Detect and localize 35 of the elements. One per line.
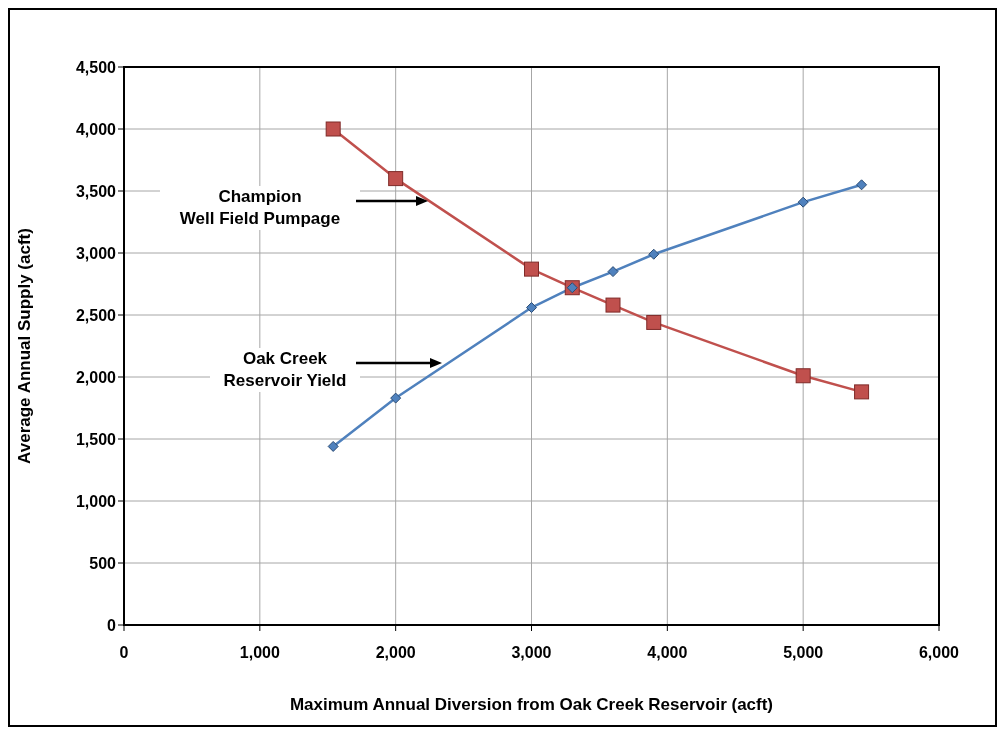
y-tick-label: 1,000 [75, 492, 117, 510]
point [605, 297, 621, 313]
x-tick-label: 4,000 [647, 644, 688, 662]
y-tick-label: 0 [107, 616, 117, 634]
y-tick-label: 3,000 [75, 244, 117, 262]
x-tick-label: 5,000 [783, 644, 824, 662]
point [526, 302, 537, 314]
annotation: Champion Well Field Pumpage [160, 186, 360, 230]
point [856, 179, 868, 191]
x-axis-title: Maximum Annual Diversion from Oak Creek Reservoir (acft) [289, 695, 774, 714]
point [390, 392, 402, 404]
x-tick-label: 6,000 [918, 644, 960, 662]
x-tick-label: 1,000 [239, 644, 280, 662]
y-axis-title: Average Annual Supply (acft) [15, 228, 35, 464]
y-tick-label: 2,000 [75, 368, 117, 386]
point [854, 384, 870, 400]
point [646, 314, 662, 330]
annotation: Oak Creek Reservoir Yield [210, 348, 360, 392]
y-tick-label: 4,000 [75, 120, 117, 138]
point [797, 196, 809, 208]
point [388, 171, 404, 187]
y-tick-label: 4,500 [75, 58, 117, 76]
point [325, 121, 341, 137]
x-tick-label: 2,000 [375, 644, 416, 662]
point [648, 248, 660, 260]
x-tick-label: 0 [119, 644, 129, 662]
point [607, 266, 619, 278]
point [795, 368, 811, 384]
point [327, 440, 339, 452]
y-tick-label: 3,500 [75, 182, 117, 200]
point [524, 261, 539, 277]
y-tick-label: 500 [89, 554, 117, 572]
y-tick-label: 1,500 [75, 430, 117, 448]
x-tick-label: 3,000 [511, 644, 552, 662]
y-tick-label: 2,500 [75, 306, 117, 324]
